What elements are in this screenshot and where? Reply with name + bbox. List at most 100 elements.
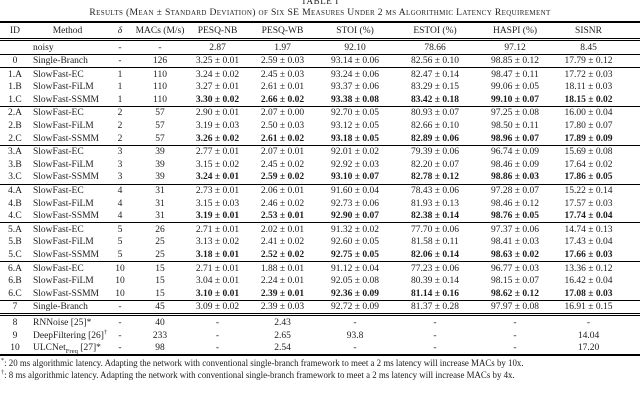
cell-method: SlowFast-EC bbox=[30, 223, 105, 236]
method-text: [27]* bbox=[77, 343, 101, 354]
cell-pesq-wb: 2.45 ± 0.02 bbox=[260, 159, 305, 170]
cell-estoi: 82.78 ± 0.12 bbox=[411, 172, 459, 183]
cell-delta: 5 bbox=[117, 250, 123, 260]
cell-id: 10 bbox=[10, 343, 20, 354]
cell-pesq-nb: 3.15 ± 0.02 bbox=[195, 159, 240, 170]
cell-delta: 1 bbox=[117, 94, 123, 105]
cell-method: SlowFast-FiLM bbox=[30, 158, 105, 171]
cell-estoi: 82.66 ± 0.10 bbox=[411, 121, 459, 132]
cell-macs: 40 bbox=[155, 317, 165, 328]
cell-stoi: - bbox=[353, 317, 357, 328]
cell-haspi: - bbox=[513, 343, 517, 354]
cell-haspi: 97.37 ± 0.06 bbox=[491, 224, 539, 235]
cell-estoi: 82.38 ± 0.14 bbox=[411, 211, 459, 222]
cell-pesq-wb: 2.54 bbox=[274, 343, 291, 354]
table-row: 5.A SlowFast-EC 5 26 2.71 ± 0.01 2.02 ± 0.01 9… bbox=[0, 223, 640, 236]
cell-pesq-nb: 3.04 ± 0.01 bbox=[195, 276, 240, 287]
cell-method: SlowFast-EC bbox=[30, 262, 105, 275]
cell-delta: 10 bbox=[115, 288, 125, 299]
cell-method: DeepFiltering [26]† bbox=[30, 328, 108, 342]
table-row: 4.B SlowFast-FiLM 4 31 3.15 ± 0.03 2.46 ± 0.0… bbox=[0, 197, 640, 210]
method-text: noisy bbox=[33, 42, 54, 53]
method-text: ULCNet bbox=[33, 343, 66, 354]
cell-sisnr: 17.57 ± 0.03 bbox=[564, 198, 613, 209]
cell-method: SlowFast-SSMM bbox=[30, 210, 105, 223]
cell-method: SlowFast-SSMM bbox=[30, 171, 105, 184]
cell-macs: 15 bbox=[155, 276, 165, 287]
cell-delta: - bbox=[118, 317, 122, 328]
cell-pesq-nb: 3.24 ± 0.02 bbox=[195, 69, 240, 80]
cell-haspi: 99.06 ± 0.05 bbox=[491, 82, 539, 93]
cell-estoi: 81.14 ± 0.16 bbox=[411, 288, 459, 299]
cell-sisnr: 16.42 ± 0.04 bbox=[564, 276, 613, 287]
cell-delta: 10 bbox=[115, 276, 125, 287]
cell-id: 4.C bbox=[8, 211, 22, 222]
cell-id: 6.C bbox=[8, 288, 22, 299]
method-text: DeepFiltering [26] bbox=[33, 330, 104, 341]
cell-pesq-wb: 2.52 ± 0.02 bbox=[260, 250, 305, 260]
cell-method: SlowFast-FiLM bbox=[30, 197, 105, 210]
cell-haspi: 98.62 ± 0.12 bbox=[491, 288, 539, 299]
table-row: 3.C SlowFast-SSMM 3 39 3.24 ± 0.01 2.59 ± 0.0… bbox=[0, 171, 640, 184]
cell-macs: 98 bbox=[155, 343, 165, 354]
cell-haspi: 98.47 ± 0.11 bbox=[491, 69, 539, 80]
cell-id: 9 bbox=[12, 330, 18, 341]
method-text: SlowFast-EC bbox=[33, 147, 84, 158]
cell-haspi: 98.50 ± 0.11 bbox=[491, 121, 539, 132]
method-text: SlowFast-FiLM bbox=[33, 159, 94, 170]
cell-pesq-nb: 3.10 ± 0.01 bbox=[195, 288, 240, 299]
cell-sisnr: 15.22 ± 0.14 bbox=[564, 186, 613, 197]
cell-sisnr: 13.36 ± 0.12 bbox=[564, 263, 613, 274]
footnote-text: : 8 ms algorithmic latency. Adapting the… bbox=[4, 369, 515, 380]
table-row: 5.B SlowFast-FiLM 5 25 3.13 ± 0.02 2.41 ± 0.0… bbox=[0, 236, 640, 249]
cell-pesq-wb: 2.66 ± 0.02 bbox=[260, 94, 305, 105]
cell-id: 3.C bbox=[8, 172, 22, 183]
cell-pesq-wb: 2.50 ± 0.03 bbox=[260, 121, 305, 132]
table-row: 9 DeepFiltering [26]† -233-2.65 93.8- -14.04 bbox=[0, 329, 640, 342]
cell-delta: 2 bbox=[117, 133, 123, 144]
cell-sisnr: 18.15 ± 0.02 bbox=[564, 94, 613, 105]
cell-stoi: 93.18 ± 0.05 bbox=[331, 133, 379, 144]
table-number: TABLE I bbox=[301, 0, 339, 6]
cell-macs: 57 bbox=[155, 121, 165, 132]
cell-pesq-nb: 3.18 ± 0.01 bbox=[195, 250, 240, 260]
table-section-1: 0 Single-Branch - 126 3.25 ± 0.01 2.59 ± 0.03… bbox=[0, 54, 640, 68]
cell-stoi: 91.12 ± 0.04 bbox=[331, 263, 379, 274]
cell-id: 3.B bbox=[8, 159, 22, 170]
cell-stoi: 91.60 ± 0.04 bbox=[331, 186, 379, 197]
cell-method: SlowFast-FiLM bbox=[30, 275, 105, 288]
method-text: † bbox=[103, 328, 108, 336]
cell-pesq-nb: 2.87 bbox=[209, 42, 226, 53]
cell-sisnr: 14.74 ± 0.13 bbox=[564, 224, 613, 235]
cell-method: SlowFast-EC bbox=[30, 68, 105, 81]
method-text: Freq bbox=[65, 348, 78, 356]
cell-estoi: 80.39 ± 0.14 bbox=[411, 276, 459, 287]
cell-pesq-nb: 3.27 ± 0.01 bbox=[195, 82, 240, 93]
cell-haspi: - bbox=[513, 330, 517, 341]
cell-stoi: 92.70 ± 0.05 bbox=[331, 108, 379, 119]
method-text: SlowFast-EC bbox=[33, 186, 84, 197]
method-text: SlowFast-FiLM bbox=[33, 198, 94, 209]
cell-estoi: - bbox=[433, 317, 437, 328]
cell-sisnr: 17.89 ± 0.09 bbox=[564, 133, 613, 144]
cell-stoi: 91.32 ± 0.02 bbox=[331, 224, 379, 235]
cell-sisnr: 17.20 bbox=[577, 343, 600, 354]
cell-delta: - bbox=[118, 56, 122, 67]
method-text: SlowFast-FiLM bbox=[33, 82, 94, 93]
cell-pesq-nb: 2.71 ± 0.01 bbox=[195, 263, 240, 274]
cell-stoi: 93.12 ± 0.05 bbox=[331, 121, 379, 132]
cell-stoi: 92.92 ± 0.03 bbox=[331, 159, 379, 170]
table-row: 6.A SlowFast-EC 10 15 2.71 ± 0.01 1.88 ± 0.01… bbox=[0, 262, 640, 275]
col-header-sisnr: SISNR bbox=[575, 25, 602, 36]
cell-haspi: 96.74 ± 0.09 bbox=[491, 147, 539, 158]
cell-delta: 4 bbox=[117, 198, 123, 209]
table-row: 0 Single-Branch - 126 3.25 ± 0.01 2.59 ± 0.03… bbox=[0, 54, 640, 68]
cell-method: noisy bbox=[30, 40, 105, 55]
table-section-4: 3.A SlowFast-EC 3 39 2.77 ± 0.01 2.07 ± 0.01 9… bbox=[0, 145, 640, 184]
cell-estoi: 77.23 ± 0.06 bbox=[411, 263, 459, 274]
cell-pesq-nb: 3.30 ± 0.02 bbox=[195, 94, 240, 105]
cell-pesq-wb: 2.24 ± 0.01 bbox=[260, 276, 305, 287]
cell-id: 5.A bbox=[8, 224, 22, 235]
method-text: Single-Branch bbox=[33, 302, 88, 313]
